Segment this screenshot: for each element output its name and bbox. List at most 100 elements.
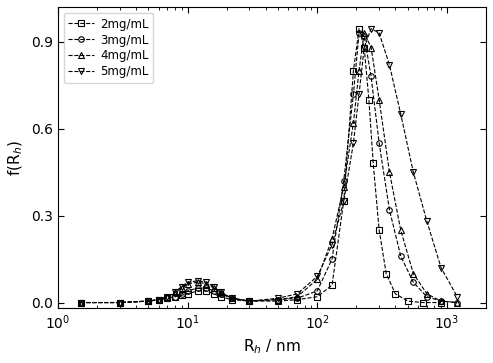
3mg/mL [361, 34, 367, 38]
Legend: 2mg/mL, 3mg/mL, 4mg/mL, 5mg/mL: 2mg/mL, 3mg/mL, 4mg/mL, 5mg/mL [64, 13, 153, 83]
2mg/mL [204, 289, 210, 293]
4mg/mL [145, 299, 151, 303]
3mg/mL [117, 300, 123, 305]
Line: 5mg/mL: 5mg/mL [78, 26, 460, 305]
3mg/mL [376, 141, 382, 145]
4mg/mL [387, 170, 392, 174]
3mg/mL [165, 296, 171, 300]
2mg/mL [275, 299, 281, 303]
5mg/mL [229, 296, 235, 300]
3mg/mL [398, 254, 404, 258]
2mg/mL [211, 292, 217, 296]
3mg/mL [438, 299, 444, 303]
4mg/mL [376, 98, 382, 102]
2mg/mL [218, 294, 224, 299]
5mg/mL [172, 290, 178, 295]
2mg/mL [341, 199, 347, 203]
2mg/mL [184, 292, 190, 296]
2mg/mL [438, 300, 444, 305]
5mg/mL [165, 294, 171, 299]
5mg/mL [424, 219, 430, 224]
3mg/mL [78, 300, 84, 305]
4mg/mL [204, 282, 210, 286]
2mg/mL [356, 26, 362, 31]
2mg/mL [117, 300, 123, 305]
5mg/mL [246, 299, 252, 303]
4mg/mL [361, 31, 367, 35]
4mg/mL [117, 300, 123, 305]
3mg/mL [341, 179, 347, 183]
4mg/mL [294, 294, 300, 299]
5mg/mL [398, 112, 404, 117]
5mg/mL [275, 296, 281, 300]
4mg/mL [211, 286, 217, 290]
3mg/mL [184, 289, 190, 293]
3mg/mL [229, 296, 235, 300]
5mg/mL [195, 279, 201, 283]
Line: 3mg/mL: 3mg/mL [78, 30, 460, 305]
4mg/mL [172, 290, 178, 295]
5mg/mL [294, 292, 300, 296]
5mg/mL [211, 285, 217, 289]
2mg/mL [351, 69, 356, 73]
3mg/mL [246, 299, 252, 303]
4mg/mL [165, 294, 171, 299]
5mg/mL [455, 294, 460, 299]
5mg/mL [117, 300, 123, 305]
Line: 2mg/mL: 2mg/mL [78, 26, 444, 305]
4mg/mL [275, 297, 281, 302]
3mg/mL [387, 208, 392, 212]
2mg/mL [405, 299, 411, 303]
X-axis label: R$_{h}$ / nm: R$_{h}$ / nm [243, 337, 301, 356]
5mg/mL [361, 45, 367, 50]
3mg/mL [356, 31, 362, 35]
2mg/mL [420, 300, 425, 305]
2mg/mL [195, 289, 201, 293]
4mg/mL [438, 299, 444, 303]
4mg/mL [398, 228, 404, 232]
5mg/mL [218, 290, 224, 295]
5mg/mL [156, 297, 162, 302]
2mg/mL [361, 45, 367, 50]
4mg/mL [246, 299, 252, 303]
3mg/mL [211, 289, 217, 293]
2mg/mL [172, 294, 178, 299]
4mg/mL [156, 297, 162, 302]
3mg/mL [315, 289, 320, 293]
4mg/mL [368, 45, 374, 50]
2mg/mL [370, 161, 376, 166]
Line: 4mg/mL: 4mg/mL [78, 30, 460, 305]
4mg/mL [341, 184, 347, 189]
4mg/mL [410, 272, 416, 276]
2mg/mL [229, 297, 235, 302]
2mg/mL [178, 293, 184, 297]
4mg/mL [329, 237, 335, 241]
2mg/mL [376, 228, 382, 232]
2mg/mL [315, 294, 320, 299]
Y-axis label: f(R$_{h}$): f(R$_{h}$) [7, 140, 25, 176]
3mg/mL [204, 286, 210, 290]
2mg/mL [78, 300, 84, 305]
3mg/mL [275, 297, 281, 302]
3mg/mL [329, 257, 335, 261]
5mg/mL [410, 170, 416, 174]
2mg/mL [294, 297, 300, 302]
4mg/mL [78, 300, 84, 305]
5mg/mL [351, 141, 356, 145]
5mg/mL [368, 26, 374, 31]
2mg/mL [145, 299, 151, 303]
5mg/mL [184, 280, 190, 285]
5mg/mL [145, 299, 151, 303]
2mg/mL [383, 272, 389, 276]
4mg/mL [229, 296, 235, 300]
5mg/mL [387, 63, 392, 67]
5mg/mL [204, 280, 210, 285]
4mg/mL [315, 277, 320, 282]
4mg/mL [424, 292, 430, 296]
3mg/mL [178, 292, 184, 296]
3mg/mL [424, 294, 430, 299]
3mg/mL [218, 292, 224, 296]
2mg/mL [392, 292, 398, 296]
2mg/mL [246, 299, 252, 303]
4mg/mL [455, 300, 460, 305]
